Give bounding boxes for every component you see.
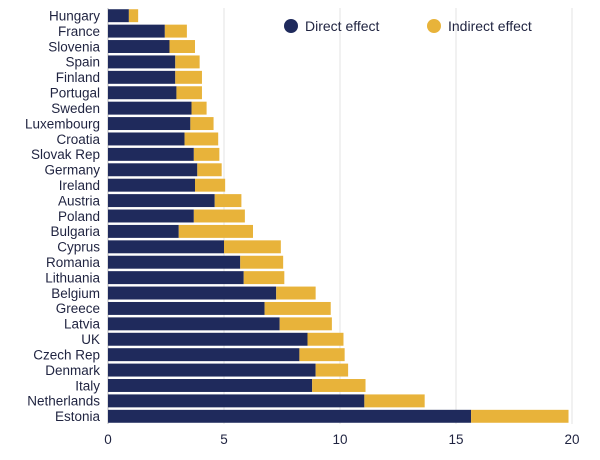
- bar-poland-indirect: [193, 209, 245, 223]
- bar-slovenia-direct: [108, 40, 170, 53]
- bar-germany-direct: [108, 163, 198, 177]
- bar-italy-direct: [108, 379, 313, 392]
- category-label-cyprus: Cyprus: [57, 240, 100, 255]
- x-axis: 0 5 10 15 20: [104, 432, 579, 447]
- bar-denmark-direct: [108, 363, 316, 377]
- category-label-slovenia: Slovenia: [48, 39, 100, 54]
- bar-latvia-direct: [108, 317, 280, 331]
- bar-romania-indirect: [240, 255, 284, 269]
- bar-hungary-direct: [108, 9, 129, 23]
- bar-uk-direct: [108, 332, 308, 346]
- bar-czech-rep-indirect: [299, 348, 345, 362]
- bar-luxembourg-direct: [108, 117, 191, 131]
- category-label-lithuania: Lithuania: [45, 270, 100, 285]
- category-label-spain: Spain: [65, 55, 100, 70]
- bar-croatia-indirect: [184, 132, 219, 146]
- bar-slovak-rep-direct: [108, 147, 194, 161]
- bar-france-indirect: [164, 24, 187, 38]
- category-label-uk: UK: [81, 332, 100, 347]
- bar-lithuania-indirect: [243, 271, 285, 285]
- category-label-netherlands: Netherlands: [27, 394, 100, 409]
- category-label-latvia: Latvia: [64, 317, 101, 332]
- category-label-finland: Finland: [56, 70, 100, 85]
- category-label-ireland: Ireland: [59, 178, 100, 193]
- bar-sweden-direct: [108, 101, 192, 115]
- bar-uk-indirect: [307, 332, 344, 346]
- bar-finland-direct: [108, 70, 176, 84]
- bar-netherlands-indirect: [364, 394, 425, 408]
- bar-hungary-indirect: [128, 9, 139, 23]
- legend-label-indirect: Indirect effect: [448, 18, 532, 34]
- legend-swatch-direct: [284, 19, 298, 33]
- bar-romania-direct: [108, 255, 241, 269]
- category-label-croatia: Croatia: [56, 132, 100, 147]
- x-tick-label-15: 15: [448, 432, 463, 447]
- bar-belgium-direct: [108, 286, 277, 300]
- category-label-belgium: Belgium: [51, 286, 100, 301]
- category-label-czech-rep: Czech Rep: [33, 347, 100, 362]
- bar-layer: [108, 9, 569, 423]
- legend-swatch-indirect: [427, 19, 441, 33]
- bar-bulgaria-direct: [108, 224, 179, 238]
- bar-slovenia-indirect: [169, 40, 195, 53]
- bar-france-direct: [108, 24, 165, 38]
- bar-spain-direct: [108, 55, 176, 69]
- bar-belgium-indirect: [276, 286, 316, 300]
- bar-portugal-indirect: [176, 86, 202, 100]
- category-label-slovak-rep: Slovak Rep: [31, 147, 100, 162]
- category-label-greece: Greece: [56, 301, 100, 316]
- bar-austria-direct: [108, 194, 215, 208]
- bar-denmark-indirect: [315, 363, 349, 377]
- bar-estonia-direct: [108, 409, 472, 423]
- bar-netherlands-direct: [108, 394, 365, 408]
- bar-latvia-indirect: [279, 317, 332, 331]
- bar-czech-rep-direct: [108, 348, 300, 362]
- category-label-hungary: Hungary: [49, 9, 100, 24]
- category-label-bulgaria: Bulgaria: [50, 224, 100, 239]
- legend: Direct effect Indirect effect: [284, 18, 532, 34]
- category-label-romania: Romania: [46, 255, 101, 270]
- x-tick-label-0: 0: [104, 432, 112, 447]
- category-label-italy: Italy: [75, 378, 100, 393]
- x-tick-label-5: 5: [220, 432, 228, 447]
- bar-sweden-indirect: [191, 101, 207, 115]
- bar-poland-direct: [108, 209, 194, 223]
- bar-italy-indirect: [312, 379, 366, 392]
- category-label-sweden: Sweden: [51, 101, 100, 116]
- x-tick-label-20: 20: [564, 432, 579, 447]
- category-label-portugal: Portugal: [50, 86, 100, 101]
- category-labels: HungaryFranceSloveniaSpainFinlandPortuga…: [25, 9, 101, 425]
- bar-greece-direct: [108, 301, 265, 315]
- bar-cyprus-indirect: [224, 240, 281, 254]
- bar-bulgaria-indirect: [178, 224, 253, 238]
- bar-austria-indirect: [214, 194, 242, 208]
- bar-finland-indirect: [175, 70, 202, 84]
- bar-germany-indirect: [197, 163, 222, 177]
- category-label-denmark: Denmark: [45, 363, 100, 378]
- category-label-luxembourg: Luxembourg: [25, 116, 100, 131]
- x-tick-label-10: 10: [332, 432, 347, 447]
- bar-luxembourg-indirect: [190, 117, 214, 131]
- bar-portugal-direct: [108, 86, 177, 100]
- legend-label-direct: Direct effect: [305, 18, 380, 34]
- bar-estonia-indirect: [471, 409, 569, 423]
- bar-lithuania-direct: [108, 271, 244, 285]
- bar-cyprus-direct: [108, 240, 224, 254]
- bar-slovak-rep-indirect: [193, 147, 220, 161]
- bar-spain-indirect: [175, 55, 200, 69]
- category-label-austria: Austria: [58, 193, 101, 208]
- category-label-france: France: [58, 24, 100, 39]
- bar-greece-indirect: [264, 301, 331, 315]
- category-label-germany: Germany: [44, 163, 100, 178]
- bar-ireland-indirect: [195, 178, 226, 192]
- bar-ireland-direct: [108, 178, 195, 192]
- bar-croatia-direct: [108, 132, 185, 146]
- category-label-estonia: Estonia: [55, 409, 101, 424]
- category-label-poland: Poland: [58, 209, 100, 224]
